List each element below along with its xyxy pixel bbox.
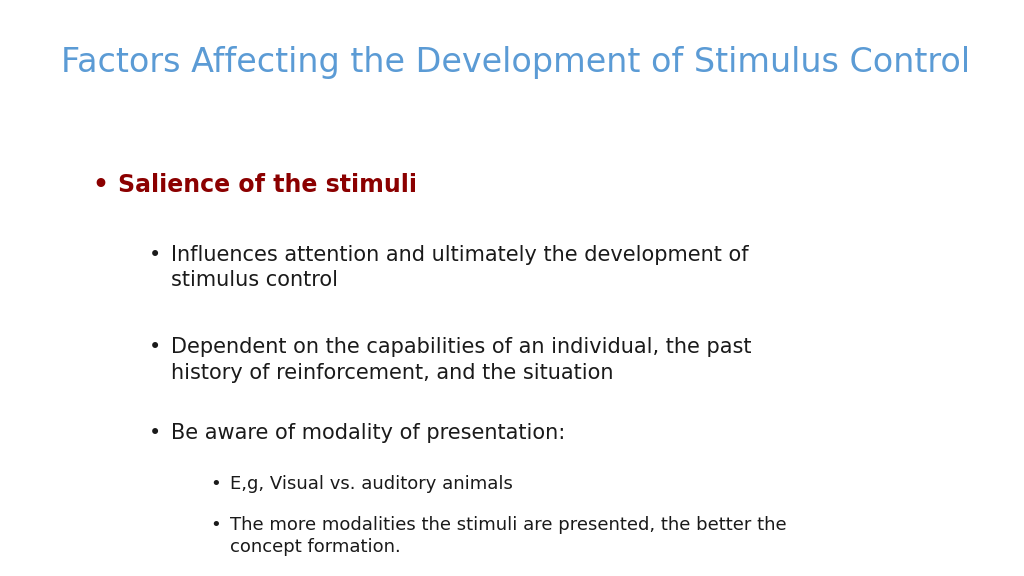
- Text: Influences attention and ultimately the development of
stimulus control: Influences attention and ultimately the …: [171, 245, 749, 290]
- Text: •: •: [148, 245, 161, 265]
- Text: •: •: [210, 516, 220, 533]
- Text: Dependent on the capabilities of an individual, the past
history of reinforcemen: Dependent on the capabilities of an indi…: [171, 337, 752, 382]
- Text: •: •: [92, 173, 109, 197]
- Text: Be aware of modality of presentation:: Be aware of modality of presentation:: [171, 423, 565, 444]
- Text: •: •: [148, 423, 161, 444]
- Text: Salience of the stimuli: Salience of the stimuli: [118, 173, 417, 197]
- Text: The more modalities the stimuli are presented, the better the
concept formation.: The more modalities the stimuli are pres…: [230, 516, 787, 556]
- Text: •: •: [210, 475, 220, 493]
- Text: Factors Affecting the Development of Stimulus Control: Factors Affecting the Development of Sti…: [61, 46, 971, 79]
- Text: E,g, Visual vs. auditory animals: E,g, Visual vs. auditory animals: [230, 475, 513, 493]
- Text: •: •: [148, 337, 161, 357]
